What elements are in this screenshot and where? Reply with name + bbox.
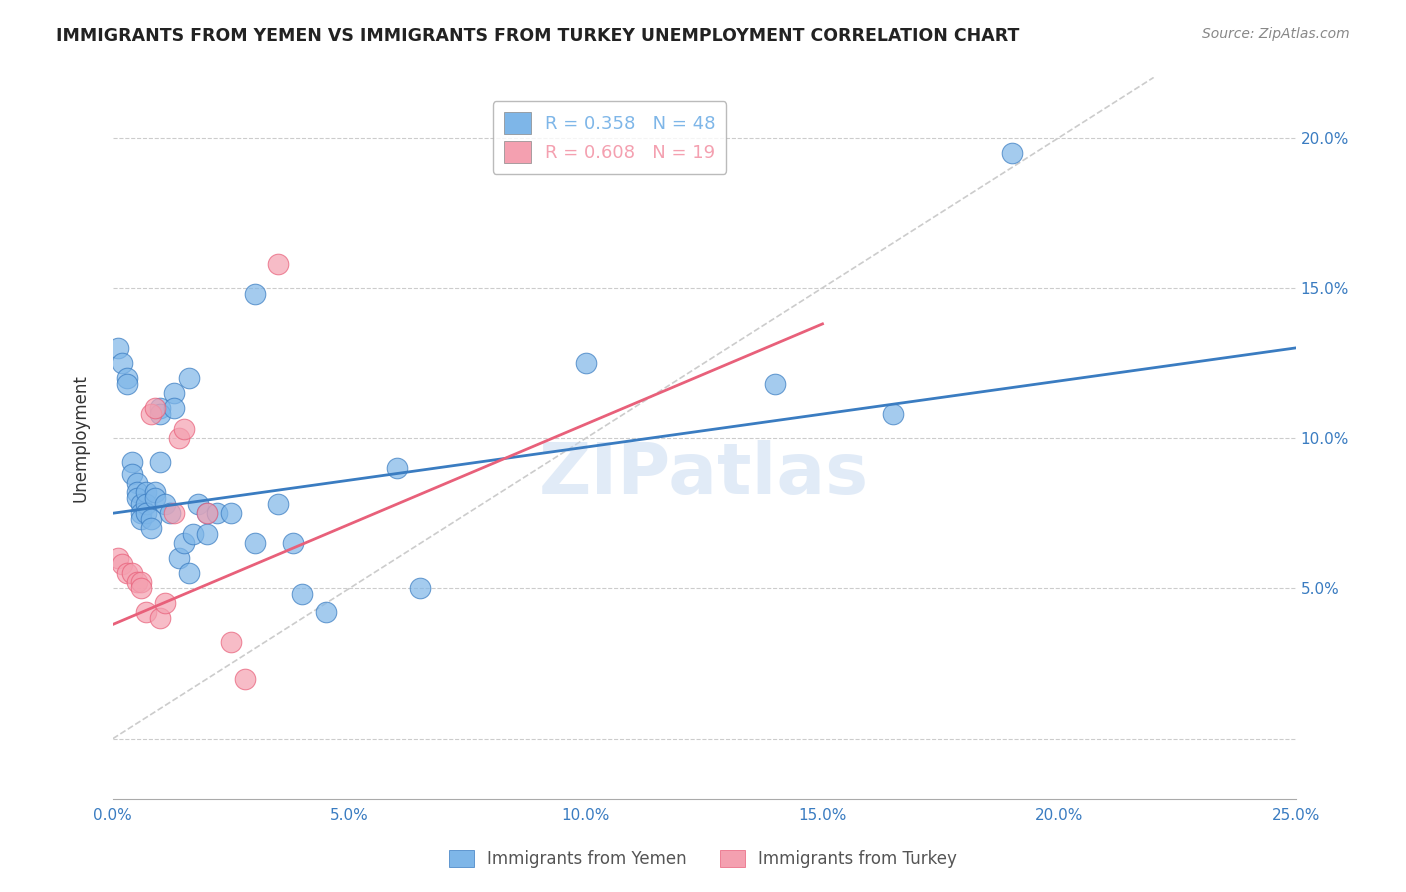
Point [882, 407, 904, 421]
Point [135, 506, 157, 520]
Point [177, 566, 200, 581]
Point [125, 491, 148, 506]
Point [139, 512, 162, 526]
Point [167, 551, 190, 566]
Y-axis label: Unemployment: Unemployment [72, 374, 89, 502]
Point [121, 467, 143, 482]
Point [139, 521, 162, 535]
Point [219, 506, 242, 520]
Point [159, 506, 181, 520]
Point [129, 506, 152, 520]
Point [111, 356, 134, 370]
Point [121, 566, 143, 581]
Point [145, 401, 167, 415]
Point [135, 606, 157, 620]
Point [145, 491, 167, 506]
Point [197, 506, 219, 520]
Point [1001, 145, 1024, 160]
Point [153, 596, 176, 610]
Point [111, 558, 134, 572]
Point [575, 356, 598, 370]
Point [149, 611, 172, 625]
Point [135, 485, 157, 500]
Point [145, 485, 167, 500]
Point [115, 566, 138, 581]
Point [129, 497, 152, 511]
Point [135, 497, 157, 511]
Point [233, 672, 256, 686]
Point [763, 376, 786, 391]
Point [149, 401, 172, 415]
Point [107, 341, 129, 355]
Point [385, 461, 408, 475]
Legend: Immigrants from Yemen, Immigrants from Turkey: Immigrants from Yemen, Immigrants from T… [441, 843, 965, 875]
Point [291, 587, 314, 601]
Point [409, 582, 432, 596]
Legend: R = 0.358   N = 48, R = 0.608   N = 19: R = 0.358 N = 48, R = 0.608 N = 19 [492, 101, 727, 174]
Text: ZIPatlas: ZIPatlas [538, 440, 869, 508]
Point [173, 536, 195, 550]
Point [149, 455, 172, 469]
Point [125, 485, 148, 500]
Point [267, 497, 290, 511]
Point [163, 506, 186, 520]
Point [219, 635, 242, 649]
Point [153, 497, 176, 511]
Point [315, 606, 337, 620]
Point [107, 551, 129, 566]
Point [167, 431, 190, 445]
Text: IMMIGRANTS FROM YEMEN VS IMMIGRANTS FROM TURKEY UNEMPLOYMENT CORRELATION CHART: IMMIGRANTS FROM YEMEN VS IMMIGRANTS FROM… [56, 27, 1019, 45]
Point [181, 527, 204, 541]
Point [197, 506, 219, 520]
Point [115, 376, 138, 391]
Point [115, 371, 138, 385]
Point [121, 455, 143, 469]
Point [205, 506, 228, 520]
Point [243, 536, 266, 550]
Point [129, 575, 152, 590]
Point [163, 386, 186, 401]
Point [149, 407, 172, 421]
Point [267, 257, 290, 271]
Point [129, 582, 152, 596]
Point [139, 407, 162, 421]
Point [173, 422, 195, 436]
Point [187, 497, 209, 511]
Point [197, 527, 219, 541]
Point [129, 512, 152, 526]
Point [125, 575, 148, 590]
Point [163, 401, 186, 415]
Text: Source: ZipAtlas.com: Source: ZipAtlas.com [1202, 27, 1350, 41]
Point [125, 476, 148, 491]
Point [177, 371, 200, 385]
Point [281, 536, 304, 550]
Point [243, 286, 266, 301]
